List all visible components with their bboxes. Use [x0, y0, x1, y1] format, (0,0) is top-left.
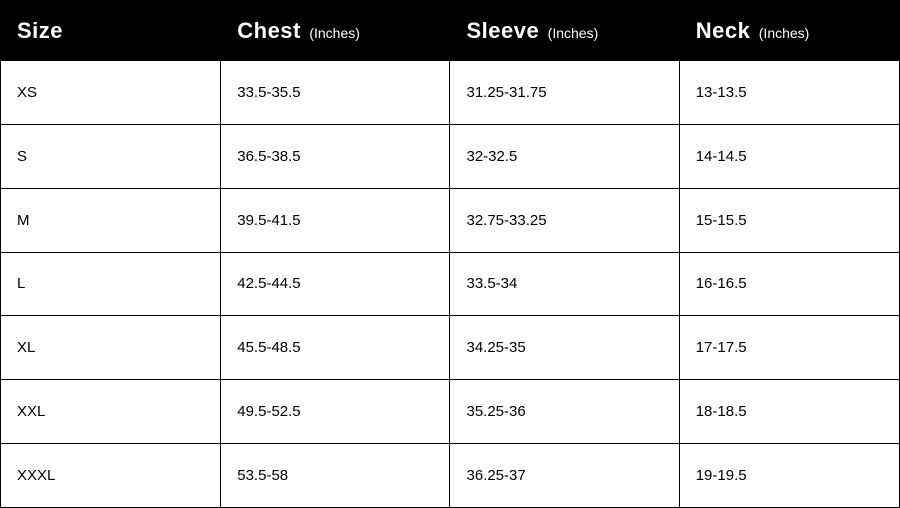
cell-neck: 16-16.5 [679, 252, 899, 316]
col-header-sleeve: Sleeve (Inches) [450, 1, 679, 61]
col-header-main: Sleeve [466, 18, 539, 43]
col-header-size: Size [1, 1, 221, 61]
col-header-neck: Neck (Inches) [679, 1, 899, 61]
col-header-unit: (Inches) [548, 25, 599, 41]
col-header-unit: (Inches) [759, 25, 810, 41]
cell-chest: 42.5-44.5 [221, 252, 450, 316]
table-row: XXXL 53.5-58 36.25-37 19-19.5 [1, 444, 900, 508]
cell-sleeve: 33.5-34 [450, 252, 679, 316]
cell-chest: 33.5-35.5 [221, 61, 450, 125]
cell-sleeve: 32.75-33.25 [450, 188, 679, 252]
cell-chest: 36.5-38.5 [221, 124, 450, 188]
table-row: M 39.5-41.5 32.75-33.25 15-15.5 [1, 188, 900, 252]
cell-chest: 53.5-58 [221, 444, 450, 508]
cell-size: XS [1, 61, 221, 125]
cell-size: XL [1, 316, 221, 380]
col-header-chest: Chest (Inches) [221, 1, 450, 61]
cell-neck: 19-19.5 [679, 444, 899, 508]
cell-neck: 15-15.5 [679, 188, 899, 252]
table-row: XS 33.5-35.5 31.25-31.75 13-13.5 [1, 61, 900, 125]
cell-sleeve: 35.25-36 [450, 380, 679, 444]
cell-size: XXL [1, 380, 221, 444]
table-row: S 36.5-38.5 32-32.5 14-14.5 [1, 124, 900, 188]
table-row: XXL 49.5-52.5 35.25-36 18-18.5 [1, 380, 900, 444]
cell-neck: 14-14.5 [679, 124, 899, 188]
table-header: Size Chest (Inches) Sleeve (Inches) Neck… [1, 1, 900, 61]
cell-sleeve: 32-32.5 [450, 124, 679, 188]
cell-size: L [1, 252, 221, 316]
cell-neck: 17-17.5 [679, 316, 899, 380]
cell-chest: 39.5-41.5 [221, 188, 450, 252]
cell-chest: 49.5-52.5 [221, 380, 450, 444]
cell-sleeve: 31.25-31.75 [450, 61, 679, 125]
size-chart-table: Size Chest (Inches) Sleeve (Inches) Neck… [0, 0, 900, 508]
cell-size: S [1, 124, 221, 188]
cell-sleeve: 34.25-35 [450, 316, 679, 380]
col-header-unit: (Inches) [309, 25, 360, 41]
table-row: L 42.5-44.5 33.5-34 16-16.5 [1, 252, 900, 316]
col-header-main: Chest [237, 18, 301, 43]
table-body: XS 33.5-35.5 31.25-31.75 13-13.5 S 36.5-… [1, 61, 900, 508]
cell-sleeve: 36.25-37 [450, 444, 679, 508]
table-row: XL 45.5-48.5 34.25-35 17-17.5 [1, 316, 900, 380]
cell-neck: 18-18.5 [679, 380, 899, 444]
cell-size: XXXL [1, 444, 221, 508]
col-header-main: Neck [696, 18, 751, 43]
cell-neck: 13-13.5 [679, 61, 899, 125]
cell-chest: 45.5-48.5 [221, 316, 450, 380]
cell-size: M [1, 188, 221, 252]
col-header-main: Size [17, 18, 63, 43]
